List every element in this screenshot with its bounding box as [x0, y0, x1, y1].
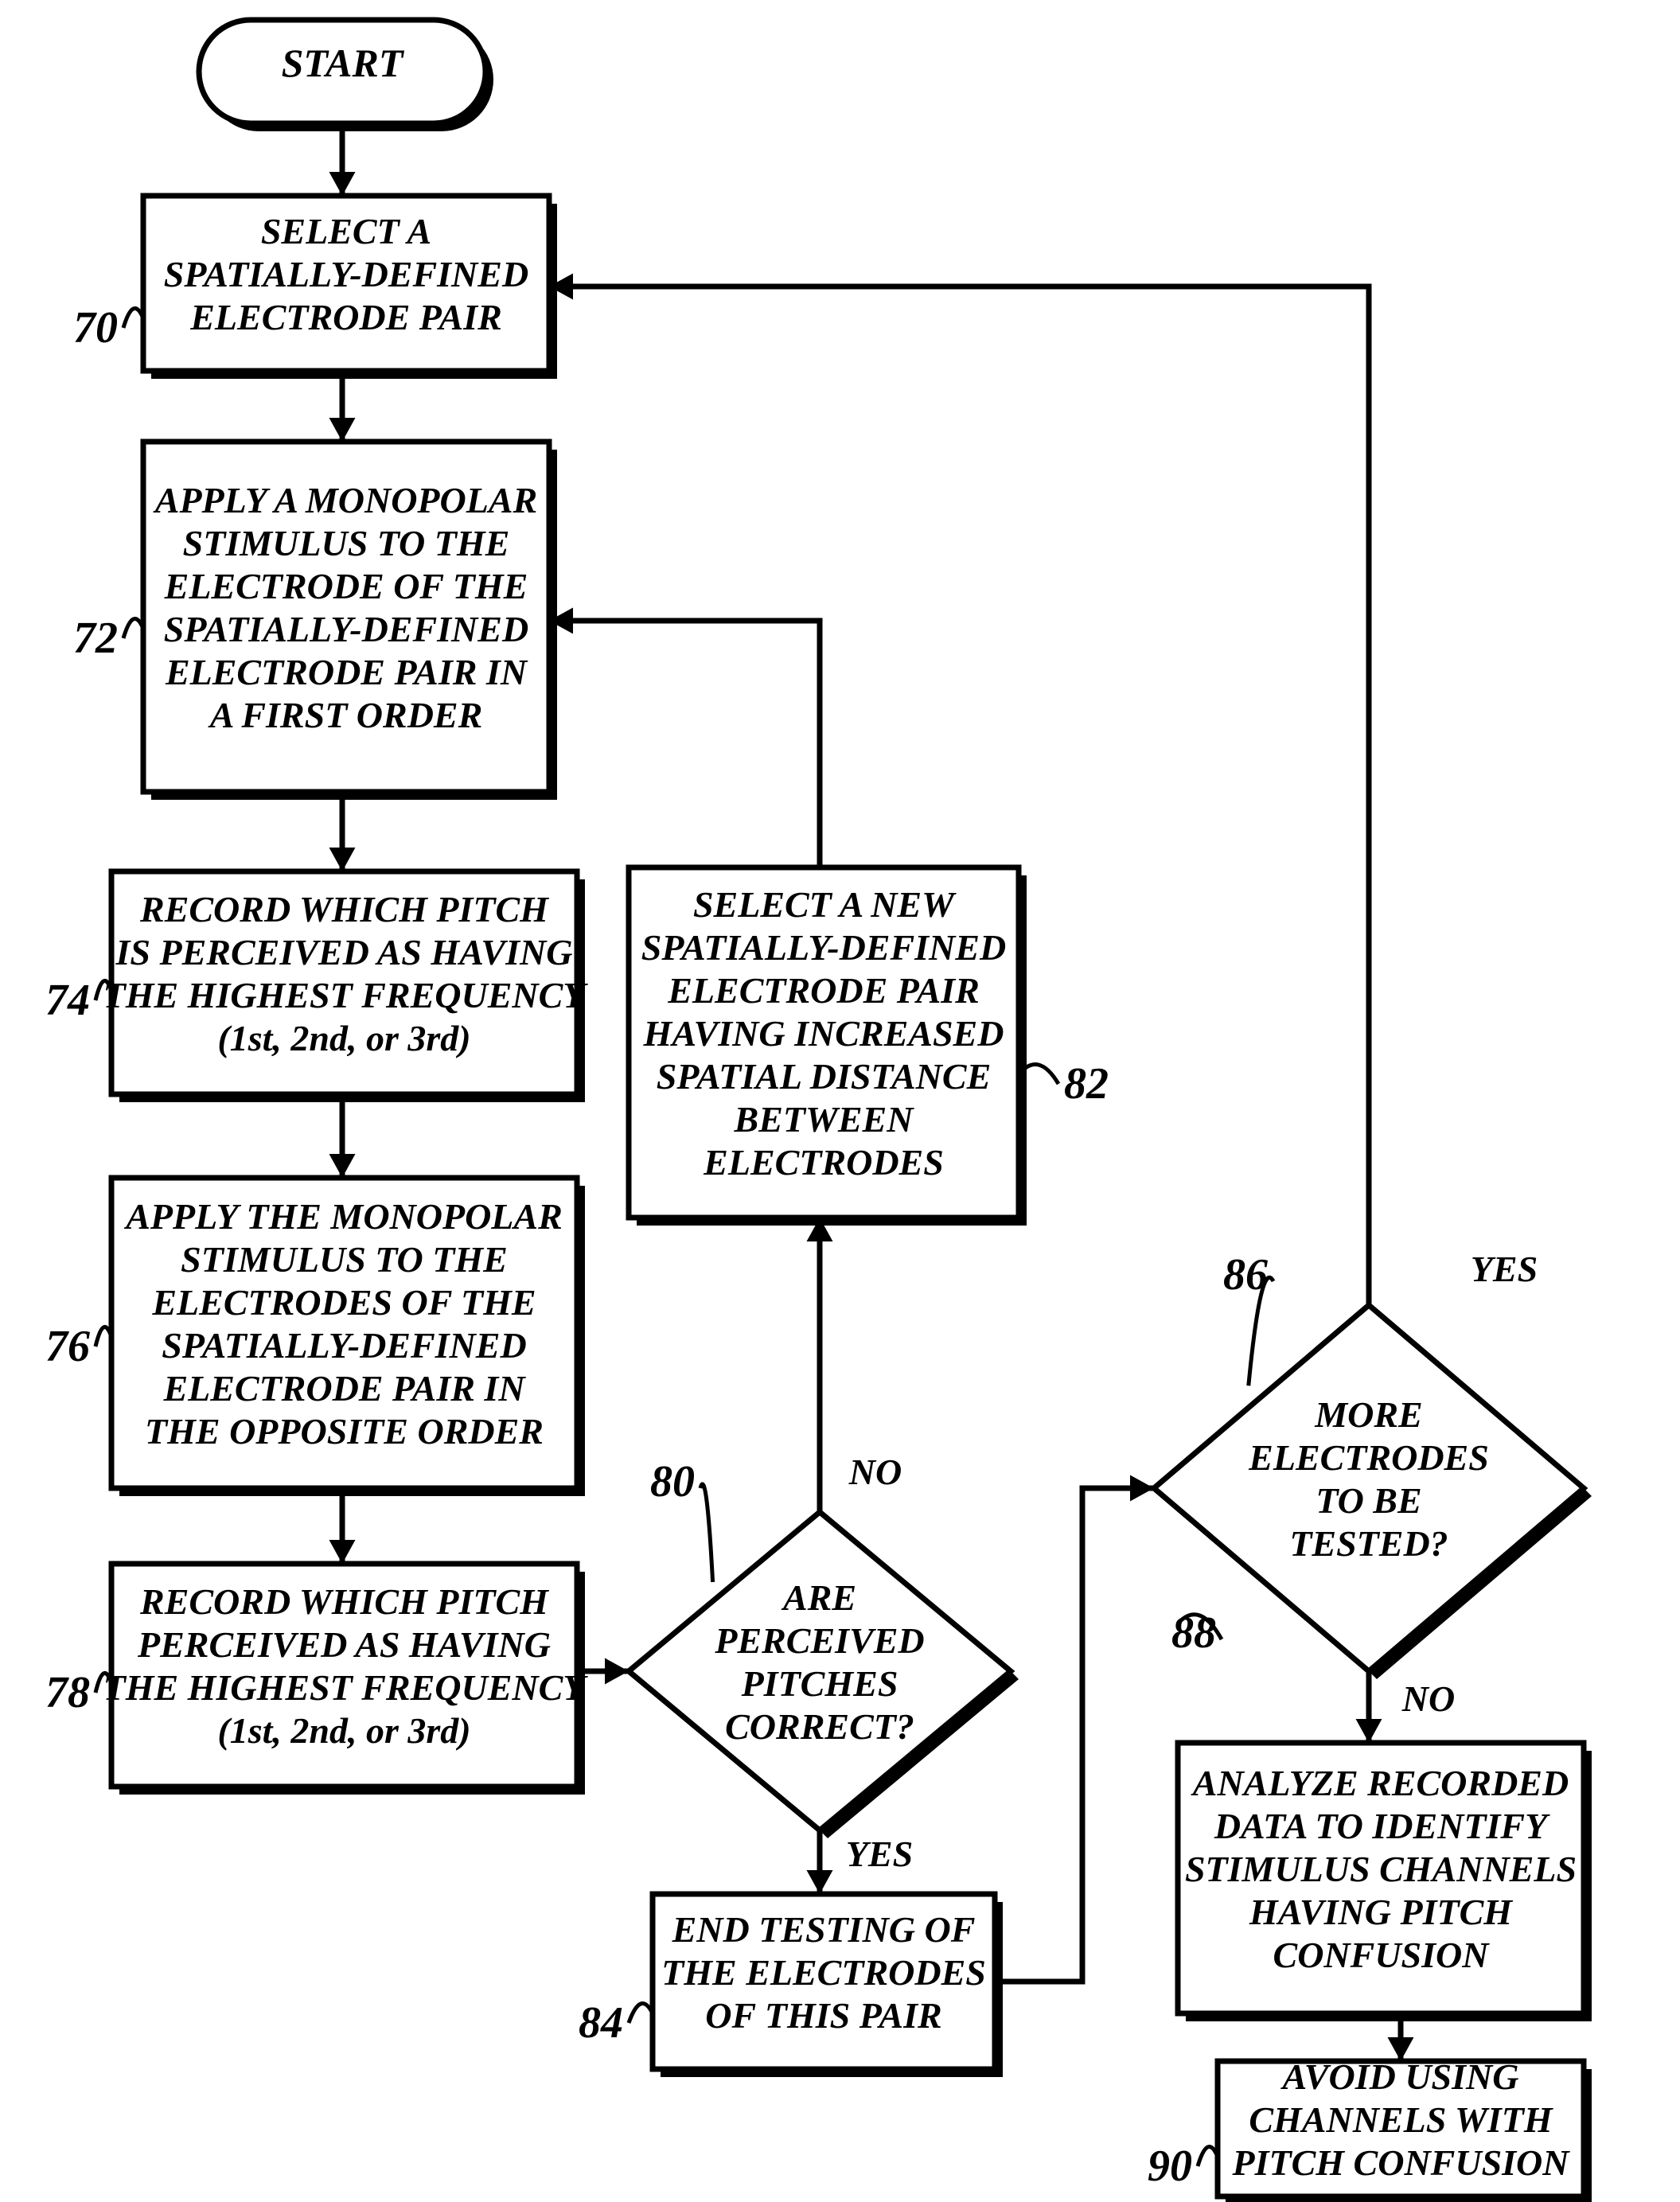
svg-text:76: 76 — [45, 1322, 90, 1371]
svg-text:YES: YES — [1471, 1249, 1538, 1289]
svg-text:84: 84 — [579, 1998, 623, 2048]
svg-text:NO: NO — [848, 1452, 902, 1492]
svg-text:YES: YES — [846, 1834, 913, 1874]
svg-text:START: START — [282, 41, 405, 85]
svg-text:78: 78 — [45, 1668, 90, 1717]
svg-text:90: 90 — [1148, 2142, 1192, 2191]
svg-text:82: 82 — [1064, 1059, 1109, 1109]
svg-text:72: 72 — [73, 614, 118, 663]
svg-text:74: 74 — [45, 976, 90, 1025]
svg-text:END TESTING OFTHE ELECTRODESOF: END TESTING OFTHE ELECTRODESOF THIS PAIR — [661, 1909, 986, 2036]
svg-text:80: 80 — [650, 1457, 695, 1506]
svg-text:NO: NO — [1401, 1678, 1455, 1719]
svg-text:70: 70 — [73, 303, 118, 353]
